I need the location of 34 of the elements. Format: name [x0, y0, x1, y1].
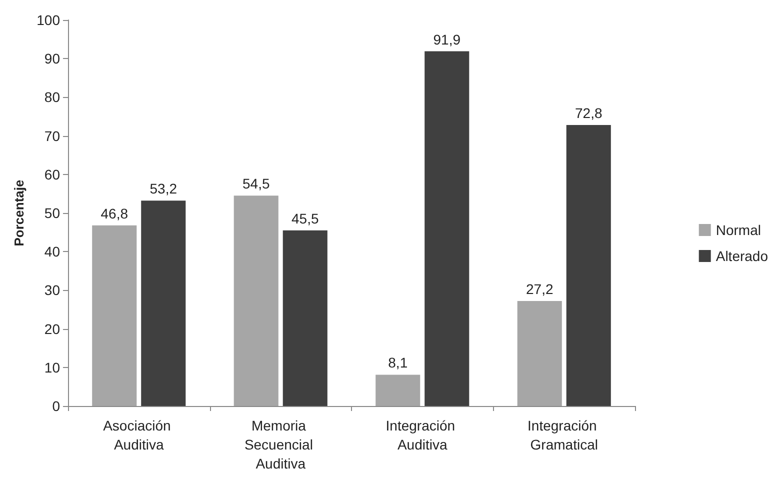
y-tick-label: 10 — [44, 359, 60, 376]
data-label: 91,9 — [433, 31, 461, 48]
y-axis-title: Porcentaje — [12, 180, 27, 246]
bar — [141, 200, 186, 406]
x-tick-label: Integración Auditiva — [386, 418, 459, 452]
y-tick-label: 40 — [44, 244, 60, 260]
data-label: 27,2 — [526, 281, 554, 298]
legend-label: Normal — [716, 222, 761, 238]
bar — [282, 230, 328, 406]
bar — [234, 196, 278, 406]
y-tick-label: 70 — [44, 128, 60, 144]
y-tick-label: 20 — [44, 320, 60, 337]
x-tick-label: Memoria Secuencial Auditiva — [244, 418, 317, 472]
y-tick-label: 0 — [52, 398, 60, 414]
data-label: 54,5 — [242, 176, 270, 192]
y-tick-label: 100 — [36, 12, 60, 28]
y-tick-label: 30 — [44, 282, 60, 298]
bar — [424, 51, 470, 406]
x-tick-label: Asociación Auditiva — [103, 418, 175, 452]
y-tick-label: 90 — [44, 50, 60, 67]
bar — [92, 225, 137, 406]
data-label: 72,8 — [575, 104, 602, 121]
y-tick-label: 60 — [44, 166, 60, 182]
bar — [376, 374, 420, 406]
bar — [566, 124, 611, 406]
x-tick-label: Integración Gramatical — [528, 418, 601, 452]
bar — [517, 301, 562, 406]
legend-label: Alterado — [716, 248, 768, 264]
data-label: 45,5 — [292, 210, 319, 226]
data-label: 46,8 — [100, 205, 128, 222]
y-tick-label: 50 — [44, 205, 60, 221]
data-label: 53,2 — [150, 180, 178, 197]
data-label: 8,1 — [388, 354, 408, 371]
y-tick-label: 80 — [44, 89, 60, 106]
